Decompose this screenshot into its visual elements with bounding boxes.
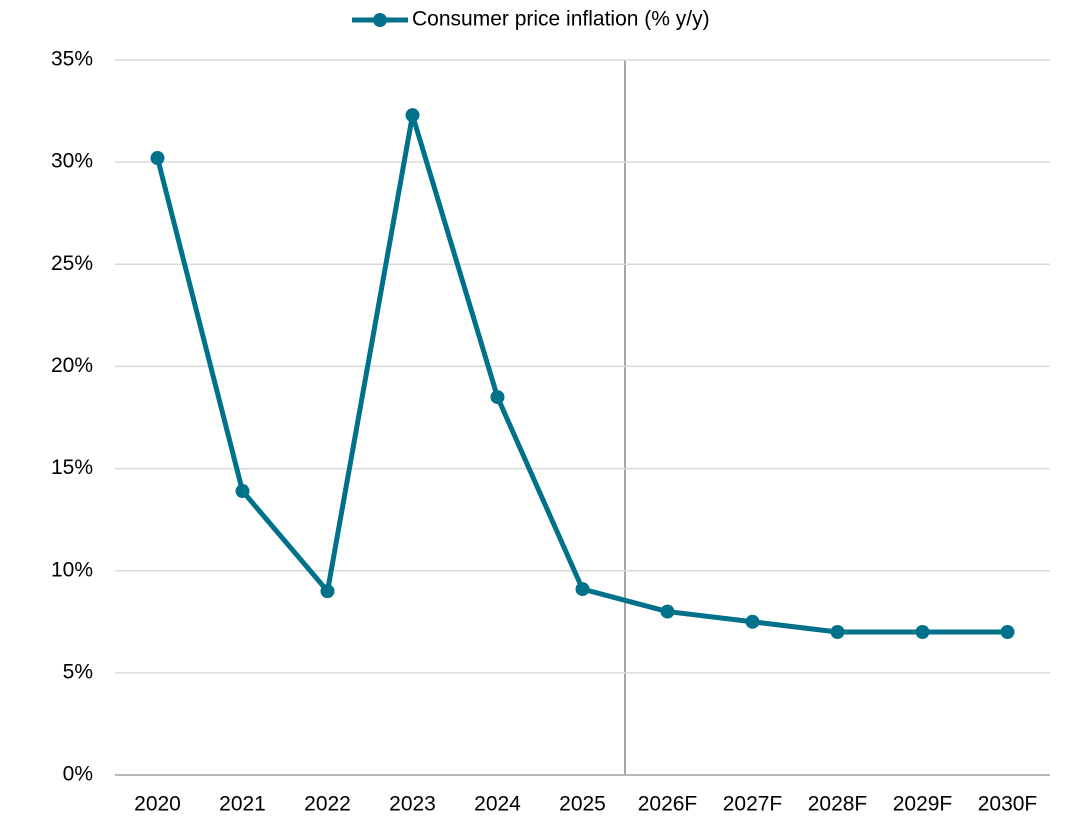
y-tick-label: 15% (51, 456, 93, 479)
marker (320, 584, 335, 599)
marker (830, 625, 845, 639)
marker (235, 484, 250, 499)
marker (915, 625, 930, 639)
marker (490, 390, 505, 405)
marker (660, 604, 675, 619)
x-tick-label: 2027F (723, 793, 783, 816)
x-tick-label: 2026F (638, 793, 698, 816)
x-tick-label: 2024 (474, 793, 521, 816)
marker (575, 582, 590, 597)
x-tick-label: 2020 (134, 793, 181, 816)
marker (745, 614, 760, 629)
x-tick-label: 2021 (219, 793, 266, 816)
x-tick-label: 2022 (304, 793, 351, 816)
legend-marker (373, 13, 387, 27)
x-tick-label: 2025 (559, 793, 606, 816)
x-tick-label: 2029F (893, 793, 953, 816)
y-tick-label: 35% (51, 48, 93, 71)
y-tick-label: 10% (51, 558, 93, 581)
x-tick-label: 2023 (389, 793, 436, 816)
y-tick-label: 25% (51, 252, 93, 275)
marker (150, 151, 165, 166)
x-tick-label: 2030F (978, 793, 1038, 816)
y-tick-label: 30% (51, 150, 93, 173)
marker (1000, 625, 1015, 639)
line (155, 112, 1008, 635)
y-tick-label: 0% (63, 763, 93, 786)
y-tick-label: 20% (51, 354, 93, 377)
marker (405, 108, 420, 123)
y-tick-label: 5% (63, 660, 93, 683)
x-tick-label: 2028F (808, 793, 868, 816)
legend-label: Consumer price inflation (% y/y) (412, 8, 710, 31)
